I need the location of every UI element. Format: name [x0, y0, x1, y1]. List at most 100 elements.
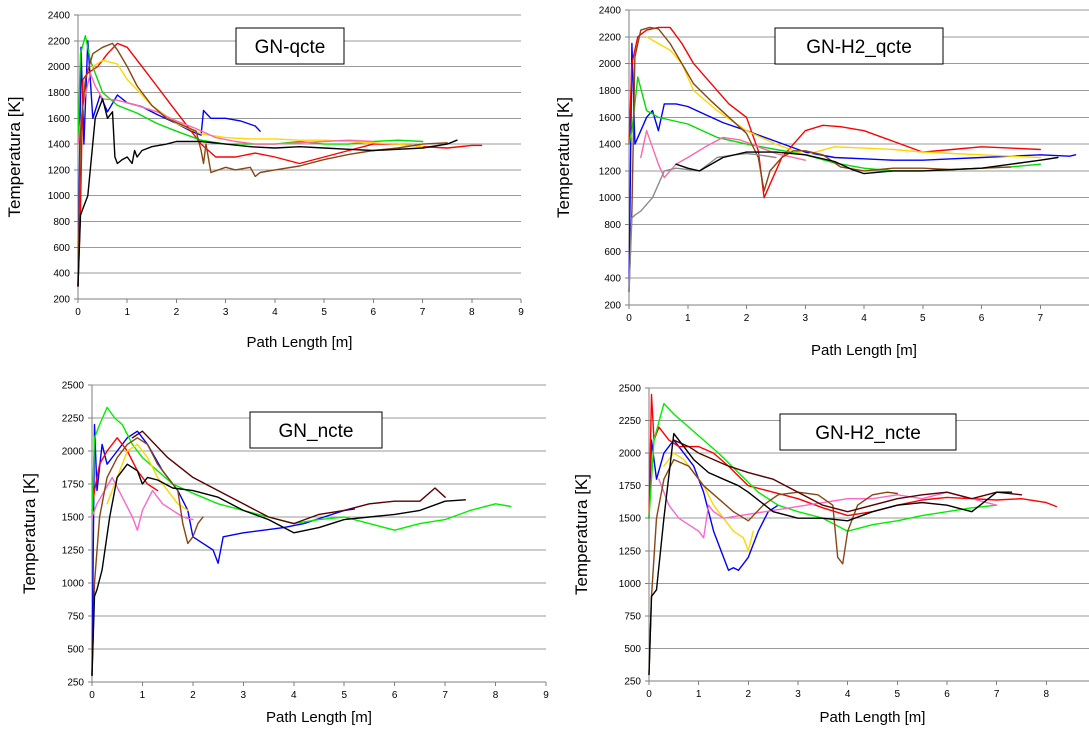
chart3-x-tick-label: 1 — [140, 690, 146, 701]
chart4-series-line-6 — [648, 458, 898, 676]
chart2-y-tick-label: 2200 — [599, 32, 622, 43]
chart1-x-tick-label: 8 — [469, 307, 475, 318]
chart-panel-bottom-left: 250 500 750 1000 1250 1500 1750 2000 2250 2500 0 1 2… — [20, 381, 549, 727]
chart2-y-tick-label: 800 — [604, 220, 621, 231]
chart1-series-line-6 — [77, 42, 448, 287]
chart4-y-tick-label: 2250 — [619, 416, 642, 427]
chart1-y-tick-label: 1000 — [48, 191, 71, 202]
chart2-series-group — [628, 26, 1077, 293]
chart1-y-axis-title: Temperatura [K] — [5, 97, 24, 218]
chart2-x-tick-label: 0 — [626, 313, 632, 324]
chart2-y-tick-label: 1200 — [599, 166, 622, 177]
chart1-series-group — [77, 35, 483, 287]
chart3-x-tick-label: 4 — [291, 690, 297, 701]
chart3-x-tick-label: 0 — [89, 690, 95, 701]
chart1-x-tick-label: 3 — [223, 307, 229, 318]
chart1-x-tick-label: 0 — [75, 307, 81, 318]
chart3-y-tick-label: 2250 — [62, 414, 85, 425]
chart4-x-tick-label: 5 — [895, 689, 901, 700]
chart-panel-top-left: 200 400 600 800 1000 1200 1400 1600 1800 2000 2200… — [5, 11, 524, 352]
chart1-x-tick-label: 5 — [321, 307, 327, 318]
chart4-y-tick-label: 250 — [624, 677, 641, 688]
chart3-x-axis-title: Path Length [m] — [266, 709, 372, 726]
chart4-x-tick-label: 4 — [845, 689, 851, 700]
chart1-x-tick-label: 7 — [420, 307, 426, 318]
chart4-y-tick-label: 1000 — [619, 579, 642, 590]
chart3-series-line-2 — [91, 437, 159, 512]
chart4-title: GN-H2_ncte — [815, 423, 921, 444]
chart2-x-tick-label: 3 — [802, 313, 808, 324]
chart2-y-tick-label: 200 — [604, 301, 621, 312]
chart1-series-line-4 — [92, 59, 424, 148]
chart1-x-axis-title: Path Length [m] — [247, 334, 353, 351]
chart3-y-axis-title: Temperatura [K] — [20, 473, 39, 594]
chart1-x-tick-label: 2 — [174, 307, 180, 318]
chart4-y-tick-label: 1500 — [619, 514, 642, 525]
chart1-y-tick-label: 400 — [53, 269, 70, 280]
chart1-y-tick-label: 600 — [53, 243, 70, 254]
chart2-y-tick-label: 1400 — [599, 140, 622, 151]
chart2-y-tick-label: 600 — [604, 247, 621, 258]
chart1-y-tick-label: 200 — [53, 295, 70, 306]
chart4-y-tick-label: 500 — [624, 644, 641, 655]
chart2-series-line-2 — [628, 26, 1041, 199]
chart4-x-tick-label: 1 — [696, 689, 702, 700]
chart2-series-line-7 — [628, 152, 777, 293]
chart3-series-line-4 — [106, 443, 189, 512]
chart2-title-box: GN-H2_qcte — [774, 27, 944, 65]
chart3-y-tick-label: 250 — [67, 678, 84, 689]
chart1-y-tick-label: 800 — [53, 217, 70, 228]
chart3-series-line-7 — [131, 430, 446, 525]
chart1-x-tick-label: 4 — [272, 307, 278, 318]
chart4-y-tick-label: 2000 — [619, 449, 642, 460]
chart3-title-box: GN_ncte — [249, 411, 383, 449]
chart2-title: GN-H2_qcte — [806, 37, 912, 58]
chart3-series-line-3 — [91, 406, 512, 531]
chart3-title: GN_ncte — [279, 421, 354, 442]
chart4-x-tick-label: 6 — [944, 689, 950, 700]
title-box-frame — [774, 27, 944, 65]
chart3-series-line-1 — [91, 423, 355, 677]
chart1-title: GN-qcte — [255, 37, 326, 58]
chart4-y-tick-label: 750 — [624, 611, 641, 622]
chart1-y-tick-label: 1200 — [48, 165, 71, 176]
chart1-y-tick-label: 2400 — [48, 11, 71, 22]
chart3-series-line-8 — [91, 463, 466, 677]
chart4-series-line-4 — [663, 452, 754, 552]
chart4-series-group — [648, 393, 1057, 676]
chart1-x-tick-label: 1 — [124, 307, 130, 318]
chart4-y-tick-label: 1750 — [619, 481, 642, 492]
chart1-y-tick-label: 1600 — [48, 114, 71, 125]
chart4-x-axis-title: Path Length [m] — [820, 709, 926, 726]
chart2-series-line-5 — [640, 130, 806, 179]
chart3-x-tick-label: 2 — [190, 690, 196, 701]
chart1-gridlines — [78, 14, 521, 274]
chart3-x-tick-label: 6 — [392, 690, 398, 701]
chart2-x-tick-label: 7 — [1037, 313, 1043, 324]
chart3-y-tick-label: 2000 — [62, 447, 85, 458]
chart1-x-tick-label: 6 — [371, 307, 377, 318]
chart3-y-tick-label: 1750 — [62, 480, 85, 491]
chart4-x-tick-label: 0 — [646, 689, 652, 700]
chart3-series-line-6 — [91, 437, 204, 677]
chart1-y-tick-label: 2200 — [48, 36, 71, 47]
chart2-y-axis-title: Temperatura [K] — [554, 97, 573, 218]
chart3-y-tick-label: 2500 — [62, 381, 85, 392]
chart4-y-axis-title: Temperatura [K] — [572, 474, 591, 595]
chart4-series-line-1 — [648, 439, 779, 571]
chart4-x-tick-label: 3 — [795, 689, 801, 700]
chart3-y-tick-label: 1000 — [62, 579, 85, 590]
chart3-y-tick-label: 1500 — [62, 513, 85, 524]
chart-panel-bottom-right: 250 500 750 1000 1250 1500 1750 2000 2250 2500 0 1 2… — [572, 384, 1089, 726]
chart1-x-tick-label: 9 — [518, 307, 524, 318]
chart1-series-line-7 — [77, 98, 458, 287]
chart1-series-line-5 — [77, 72, 374, 145]
chart1-y-tick-label: 2000 — [48, 62, 71, 73]
chart3-y-tick-label: 1250 — [62, 546, 85, 557]
chart3-x-tick-label: 8 — [493, 690, 499, 701]
chart1-y-tick-label: 1400 — [48, 140, 71, 151]
chart4-series-line-5 — [658, 478, 998, 539]
chart4-series-line-3 — [648, 402, 998, 532]
chart1-series-line-2 — [77, 42, 483, 287]
chart1-title-box: GN-qcte — [235, 27, 345, 65]
